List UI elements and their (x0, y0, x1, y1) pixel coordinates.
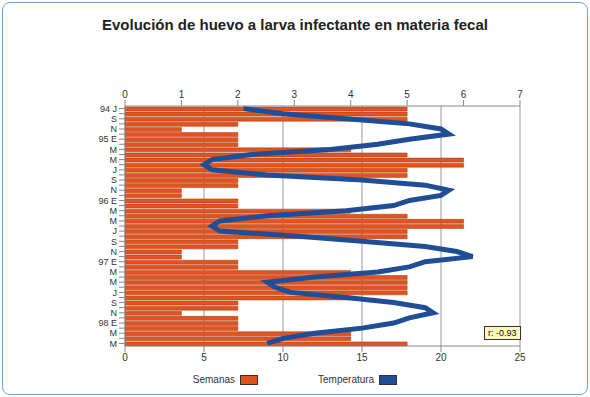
svg-text:95 E: 95 E (98, 134, 117, 144)
svg-text:7: 7 (517, 89, 523, 100)
svg-text:15: 15 (356, 352, 368, 363)
svg-text:S: S (111, 237, 117, 247)
svg-text:5: 5 (201, 352, 207, 363)
svg-text:J: J (113, 165, 118, 175)
svg-text:M: M (110, 145, 118, 155)
svg-text:S: S (111, 114, 117, 124)
svg-text:N: N (111, 185, 118, 195)
svg-text:20: 20 (435, 352, 447, 363)
svg-text:J: J (113, 226, 118, 236)
svg-text:96 E: 96 E (98, 196, 117, 206)
svg-text:M: M (110, 155, 118, 165)
svg-text:M: M (110, 328, 118, 338)
svg-text:N: N (111, 308, 118, 318)
svg-text:6: 6 (461, 89, 467, 100)
svg-text:1: 1 (179, 89, 185, 100)
svg-text:M: M (110, 277, 118, 287)
svg-text:10: 10 (277, 352, 289, 363)
svg-text:5: 5 (404, 89, 410, 100)
svg-text:2: 2 (235, 89, 241, 100)
html-text:Temperatura: Temperatura (318, 374, 375, 385)
svg-text:M: M (110, 216, 118, 226)
svg-text:3: 3 (292, 89, 298, 100)
svg-text:98 E: 98 E (98, 318, 117, 328)
html-text:r: -0.93: r: -0.93 (488, 328, 517, 338)
svg-text:4: 4 (348, 89, 354, 100)
svg-text:M: M (110, 339, 118, 349)
svg-text:J: J (113, 288, 118, 298)
svg-text:0: 0 (122, 89, 128, 100)
html-text:Evolución de huevo a larva inf: Evolución de huevo a larva infectante en… (102, 16, 488, 33)
svg-text:97 E: 97 E (98, 257, 117, 267)
svg-text:S: S (111, 175, 117, 185)
svg-text:N: N (111, 247, 118, 257)
html-text:Semanas: Semanas (192, 374, 235, 385)
svg-text:94 J: 94 J (100, 104, 117, 114)
svg-text:25: 25 (514, 352, 526, 363)
svg-text:N: N (111, 124, 118, 134)
svg-text:M: M (110, 206, 118, 216)
svg-text:S: S (111, 298, 117, 308)
svg-text:M: M (110, 267, 118, 277)
svg-text:0: 0 (122, 352, 128, 363)
